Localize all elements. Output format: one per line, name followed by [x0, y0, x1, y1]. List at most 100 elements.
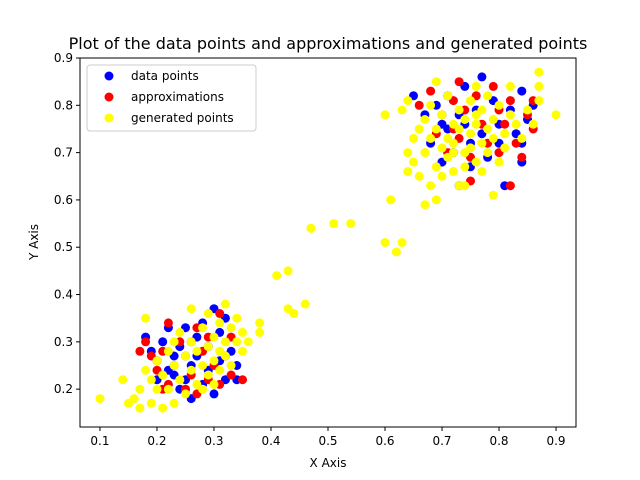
- scatter-point: [431, 162, 441, 172]
- scatter-point: [209, 389, 219, 399]
- scatter-point: [426, 181, 436, 191]
- scatter-point: [460, 162, 470, 172]
- scatter-point: [431, 195, 441, 205]
- scatter-point: [471, 110, 481, 120]
- scatter-point: [158, 337, 168, 347]
- scatter-point: [534, 96, 544, 106]
- scatter-point: [426, 86, 436, 96]
- scatter-point: [215, 309, 225, 318]
- points-layer: [95, 67, 561, 413]
- scatter-point: [403, 148, 413, 158]
- y-tick-label: 0.4: [54, 288, 73, 302]
- scatter-point: [238, 346, 247, 356]
- x-tick-label: 0.9: [546, 434, 565, 448]
- scatter-point: [209, 332, 219, 342]
- scatter-point: [414, 100, 424, 110]
- scatter-point: [198, 323, 208, 333]
- scatter-point: [300, 299, 310, 309]
- y-tick-label: 0.3: [54, 335, 73, 349]
- scatter-point: [175, 327, 185, 337]
- scatter-point: [198, 361, 208, 370]
- scatter-point: [466, 143, 475, 153]
- scatter-point: [220, 337, 230, 347]
- scatter-point: [448, 148, 458, 158]
- scatter-point: [443, 91, 453, 101]
- y-tick-label: 0.2: [54, 382, 73, 396]
- scatter-point: [209, 379, 219, 389]
- scatter-point: [181, 389, 190, 399]
- x-tick-label: 0.3: [204, 434, 223, 448]
- y-axis-ticks: 0.2 0.3 0.4 0.5 0.6 0.7 0.8 0.9: [54, 51, 80, 396]
- y-tick-label: 0.6: [54, 193, 73, 207]
- scatter-point: [215, 365, 225, 375]
- scatter-point: [517, 152, 527, 162]
- scatter-point: [215, 318, 225, 328]
- y-axis-label: Y Axis: [27, 224, 41, 261]
- x-tick-label: 0.2: [147, 434, 166, 448]
- scatter-point: [238, 375, 247, 385]
- scatter-point: [483, 148, 493, 158]
- scatter-point: [346, 219, 356, 229]
- y-tick-label: 0.9: [54, 51, 73, 65]
- scatter-point: [386, 195, 396, 205]
- scatter-point: [477, 138, 487, 148]
- scatter-point: [460, 181, 470, 191]
- scatter-point: [500, 143, 510, 153]
- x-tick-label: 0.8: [489, 434, 508, 448]
- scatter-point: [192, 346, 202, 356]
- scatter-point: [163, 384, 173, 394]
- scatter-point: [226, 361, 236, 370]
- scatter-point: [488, 81, 498, 91]
- scatter-point: [431, 124, 441, 134]
- legend-marker: [104, 71, 114, 81]
- scatter-point: [186, 304, 196, 314]
- x-tick-label: 0.4: [261, 434, 280, 448]
- scatter-point: [209, 356, 219, 366]
- scatter-point: [186, 365, 196, 375]
- scatter-point: [397, 105, 407, 115]
- scatter-point: [203, 342, 213, 352]
- x-axis-ticks: 0.1 0.2 0.3 0.4 0.5 0.6 0.7 0.8 0.9: [90, 427, 566, 448]
- scatter-point: [232, 313, 242, 323]
- legend-marker: [104, 113, 114, 123]
- scatter-point: [409, 133, 418, 143]
- scatter-point: [220, 299, 230, 309]
- scatter-point: [135, 346, 145, 356]
- scatter-point: [466, 96, 475, 106]
- chart-title: Plot of the data points and approximatio…: [69, 34, 588, 53]
- scatter-point: [528, 119, 538, 129]
- scatter-point: [232, 337, 242, 347]
- scatter-point: [226, 370, 236, 380]
- scatter-point: [158, 370, 168, 380]
- scatter-point: [523, 105, 532, 115]
- scatter-point: [391, 247, 401, 257]
- scatter-point: [403, 96, 413, 106]
- x-tick-label: 0.1: [90, 434, 109, 448]
- scatter-point: [437, 110, 447, 120]
- legend: data points approximations generated point…: [86, 64, 257, 132]
- scatter-point: [488, 190, 498, 200]
- scatter-point: [169, 337, 179, 347]
- scatter-point: [152, 384, 162, 394]
- scatter-point: [141, 337, 151, 347]
- scatter-point: [505, 110, 515, 120]
- scatter-point: [135, 384, 145, 394]
- scatter-point: [198, 384, 208, 394]
- scatter-point: [181, 351, 190, 361]
- scatter-point: [505, 81, 515, 91]
- scatter-point: [255, 318, 265, 328]
- scatter-point: [146, 398, 156, 408]
- scatter-point: [226, 323, 236, 333]
- scatter-point: [454, 124, 464, 134]
- scatter-point: [477, 72, 487, 82]
- y-tick-label: 0.7: [54, 146, 73, 160]
- scatter-point: [454, 77, 464, 87]
- scatter-point: [289, 309, 299, 318]
- scatter-point: [460, 115, 470, 124]
- scatter-point: [488, 133, 498, 143]
- scatter-point: [129, 394, 139, 404]
- scatter-point: [471, 119, 481, 129]
- scatter-point: [477, 167, 487, 176]
- scatter-point: [169, 398, 179, 408]
